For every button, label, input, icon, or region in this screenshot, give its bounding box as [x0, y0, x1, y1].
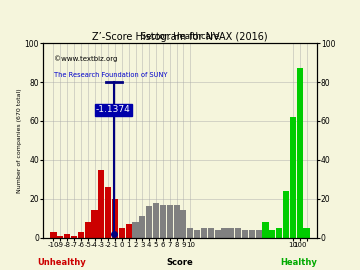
Bar [64, 234, 70, 238]
Bar [187, 228, 193, 238]
Bar [215, 230, 221, 238]
Bar [71, 236, 77, 238]
Bar [297, 69, 303, 238]
Title: Z’-Score Histogram for NVAX (2016): Z’-Score Histogram for NVAX (2016) [92, 32, 268, 42]
Bar [167, 205, 173, 238]
Bar [180, 210, 186, 238]
Bar [303, 228, 310, 238]
Bar [194, 230, 200, 238]
Text: ©www.textbiz.org: ©www.textbiz.org [54, 55, 117, 62]
Bar [290, 117, 296, 238]
Bar [85, 222, 91, 238]
Bar [269, 230, 275, 238]
Bar [256, 230, 262, 238]
Bar [160, 205, 166, 238]
Bar [174, 205, 180, 238]
Bar [98, 170, 104, 238]
Bar [249, 230, 255, 238]
Bar [105, 187, 111, 238]
Text: Sector: Healthcare: Sector: Healthcare [141, 32, 219, 41]
Bar [153, 202, 159, 238]
Bar [146, 207, 152, 238]
Text: The Research Foundation of SUNY: The Research Foundation of SUNY [54, 72, 168, 78]
Bar [221, 228, 228, 238]
Bar [283, 191, 289, 238]
Bar [262, 222, 269, 238]
Bar [57, 236, 63, 238]
Bar [78, 232, 84, 238]
Bar [119, 228, 125, 238]
Bar [235, 228, 241, 238]
Bar [201, 228, 207, 238]
Bar [139, 216, 145, 238]
Bar [112, 199, 118, 238]
Bar [228, 228, 234, 238]
Bar [242, 230, 248, 238]
Bar [132, 222, 139, 238]
Text: Score: Score [167, 258, 193, 266]
Bar [276, 228, 282, 238]
Y-axis label: Number of companies (670 total): Number of companies (670 total) [17, 88, 22, 193]
Text: Healthy: Healthy [280, 258, 317, 266]
Bar [126, 224, 132, 238]
Text: -1.1374: -1.1374 [96, 105, 131, 114]
Bar [208, 228, 214, 238]
Bar [91, 210, 98, 238]
Text: Unhealthy: Unhealthy [37, 258, 86, 266]
Bar [50, 232, 57, 238]
